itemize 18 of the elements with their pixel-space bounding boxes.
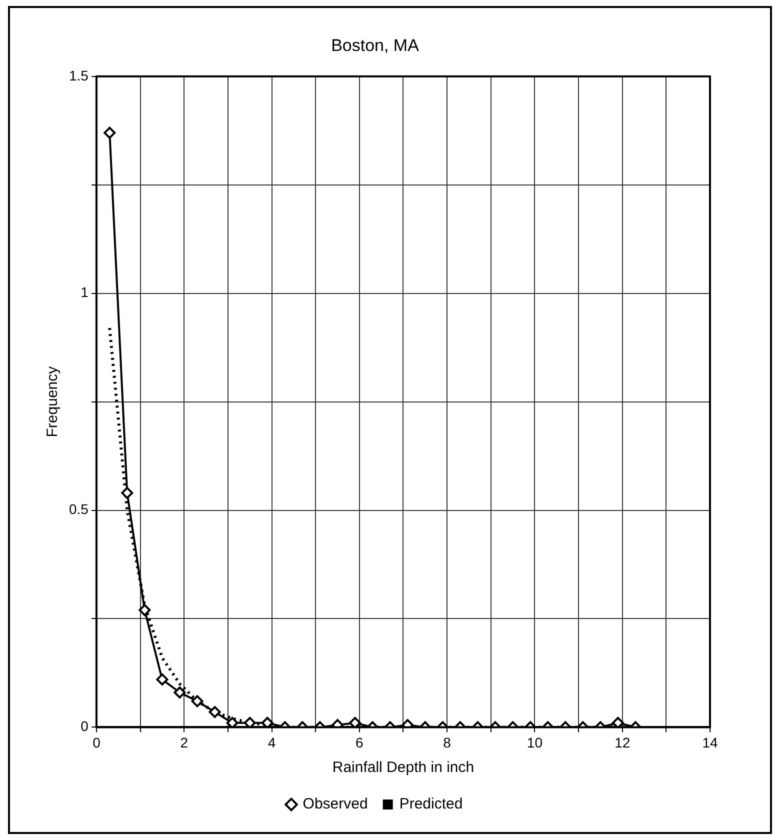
y-tick-label: 0 bbox=[80, 718, 89, 734]
x-tick-label: 8 bbox=[443, 734, 452, 750]
x-tick-label: 0 bbox=[92, 734, 101, 750]
x-tick-label: 14 bbox=[702, 734, 718, 750]
x-tick-label: 4 bbox=[268, 734, 276, 750]
x-axis-title: Rainfall Depth in inch bbox=[332, 759, 474, 776]
chart-title: Boston, MA bbox=[331, 36, 420, 55]
point bbox=[104, 126, 116, 139]
x-tick-label: 2 bbox=[180, 734, 188, 750]
y-tick-label: 1.5 bbox=[68, 67, 89, 84]
y-axis-title: Frequency bbox=[44, 366, 62, 438]
legend-label: Observed bbox=[302, 796, 368, 813]
x-tick-label: 6 bbox=[356, 734, 364, 750]
y-tick-label: 0.5 bbox=[68, 501, 89, 518]
x-tick-label: 12 bbox=[614, 734, 630, 750]
legend-label: Predicted bbox=[399, 796, 463, 813]
y-tick-label: 1 bbox=[80, 284, 89, 300]
x-tick-label: 10 bbox=[526, 734, 543, 750]
